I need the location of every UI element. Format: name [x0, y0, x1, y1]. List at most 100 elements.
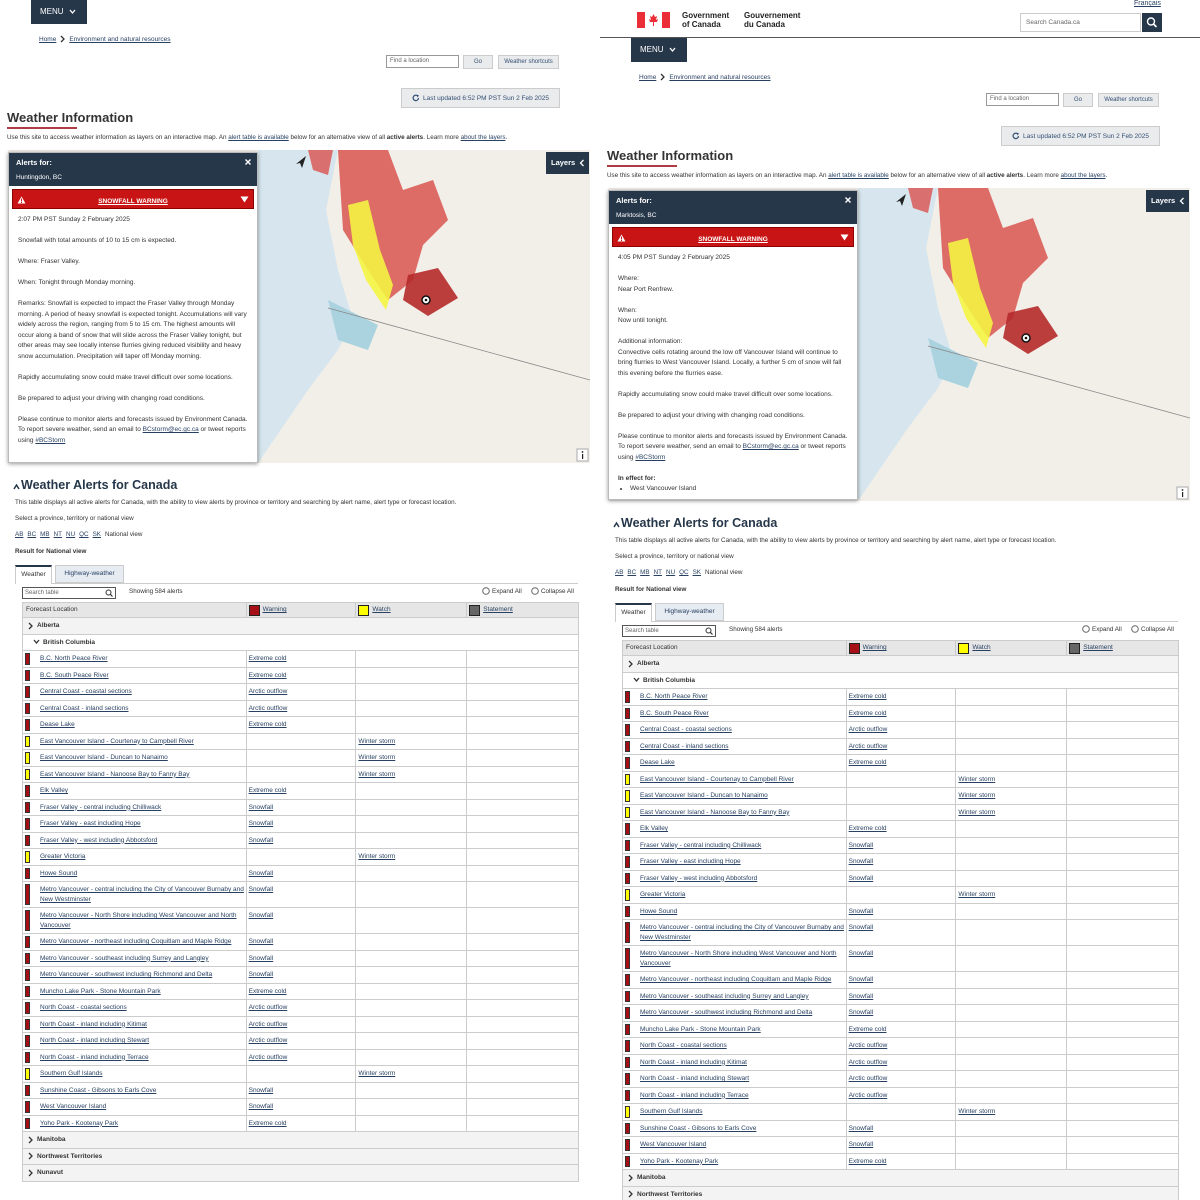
link[interactable]: NU: [66, 531, 76, 538]
last-updated-button[interactable]: Last updated 6:52 PM PST Sun 2 Feb 2025: [401, 88, 560, 108]
link[interactable]: Muncho Lake Park - Stone Mountain Park: [40, 987, 161, 995]
link[interactable]: Snowfall: [248, 1086, 274, 1094]
link[interactable]: Statement: [483, 606, 513, 613]
go-button[interactable]: Go: [463, 55, 493, 69]
link[interactable]: Winter storm: [358, 1070, 396, 1077]
tab-weather[interactable]: Weather: [15, 565, 52, 584]
link[interactable]: about the layers: [1060, 172, 1106, 179]
table-search[interactable]: Search table: [22, 587, 116, 599]
link[interactable]: Central Coast - coastal sections: [640, 726, 732, 733]
link[interactable]: East Vancouver Island - Nanoose Bay to F…: [40, 770, 190, 778]
link[interactable]: Central Coast - inland sections: [640, 742, 729, 750]
group-row[interactable]: Nunavut: [23, 1165, 578, 1182]
link[interactable]: BCstorm@ec.gc.ca: [742, 443, 799, 450]
link[interactable]: Arctic outflow: [848, 1042, 888, 1049]
link[interactable]: Muncho Lake Park - Stone Mountain Park: [640, 1025, 761, 1033]
link[interactable]: Elk Valley: [40, 787, 69, 794]
link[interactable]: Snowfall: [248, 803, 274, 811]
link[interactable]: B.C. South Peace River: [640, 709, 709, 717]
expand-all[interactable]: Expand All: [482, 587, 522, 595]
link[interactable]: Metro Vancouver - central including the …: [640, 924, 844, 941]
link[interactable]: North Coast - inland including Terrace: [640, 1091, 749, 1099]
link[interactable]: Environment and natural resources: [69, 35, 171, 43]
link[interactable]: Snowfall: [848, 1141, 874, 1148]
link[interactable]: Metro Vancouver - North Shore including …: [640, 950, 837, 967]
link[interactable]: Statement: [1083, 644, 1113, 651]
link[interactable]: Extreme cold: [248, 1119, 287, 1127]
link[interactable]: Metro Vancouver - southwest including Ri…: [40, 971, 213, 978]
tab-weather[interactable]: Weather: [615, 603, 652, 622]
layers-button[interactable]: Layers: [1146, 190, 1189, 212]
link[interactable]: Arctic outflow: [848, 1058, 888, 1066]
link[interactable]: North Coast - coastal sections: [640, 1042, 727, 1049]
link[interactable]: Metro Vancouver - central including the …: [40, 886, 244, 903]
menu-button[interactable]: MENU: [31, 0, 87, 24]
group-row[interactable]: Manitoba: [23, 1132, 578, 1149]
link[interactable]: Arctic outflow: [248, 1053, 288, 1061]
link[interactable]: alert table is available: [828, 172, 889, 179]
link[interactable]: Extreme cold: [248, 671, 287, 679]
link[interactable]: Snowfall: [248, 836, 274, 844]
link[interactable]: Snowfall: [848, 874, 874, 882]
link[interactable]: Fraser Valley - west including Abbotsfor…: [40, 836, 158, 844]
link[interactable]: Extreme cold: [848, 709, 887, 717]
link[interactable]: North Coast - inland including Kitimat: [40, 1020, 147, 1028]
link[interactable]: Extreme cold: [848, 1157, 887, 1165]
link[interactable]: Arctic outflow: [848, 1091, 888, 1099]
link[interactable]: QC: [79, 531, 89, 538]
table-search[interactable]: Search table: [622, 625, 716, 637]
link[interactable]: West Vancouver Island: [640, 1141, 707, 1148]
link[interactable]: B.C. South Peace River: [40, 671, 109, 679]
link[interactable]: AB: [15, 531, 24, 538]
link[interactable]: Southern Gulf Islands: [40, 1070, 103, 1077]
link[interactable]: Fraser Valley - east including Hope: [640, 858, 741, 865]
last-updated-button[interactable]: Last updated 6:52 PM PST Sun 2 Feb 2025: [1001, 126, 1160, 146]
warning-bar[interactable]: SNOWFALL WARNING: [612, 227, 854, 247]
link[interactable]: North Coast - inland including Stewart: [40, 1037, 150, 1044]
link[interactable]: Winter storm: [358, 853, 396, 860]
link[interactable]: Metro Vancouver - northeast including Co…: [640, 976, 832, 983]
shortcuts-button[interactable]: Weather shortcuts: [1098, 93, 1159, 107]
link[interactable]: NT: [53, 531, 63, 538]
link[interactable]: Snowfall: [848, 907, 874, 915]
link[interactable]: BC: [27, 531, 37, 538]
tab-highway[interactable]: Highway-weather: [655, 603, 724, 621]
link[interactable]: Fraser Valley - central including Chilli…: [40, 803, 162, 811]
link[interactable]: Arctic outflow: [248, 1037, 288, 1044]
link[interactable]: East Vancouver Island - Nanoose Bay to F…: [640, 808, 790, 816]
link[interactable]: Arctic outflow: [848, 742, 888, 750]
link[interactable]: Extreme cold: [848, 825, 887, 832]
link[interactable]: Arctic outflow: [248, 1020, 288, 1028]
link[interactable]: Arctic outflow: [848, 726, 888, 733]
link[interactable]: East Vancouver Island - Courtenay to Cam…: [640, 775, 794, 783]
link[interactable]: Arctic outflow: [248, 704, 288, 712]
link[interactable]: North Coast - inland including Terrace: [40, 1053, 149, 1061]
link[interactable]: Home: [39, 35, 57, 43]
link[interactable]: AB: [615, 569, 624, 576]
link[interactable]: Snowfall: [848, 1009, 874, 1016]
link[interactable]: QC: [679, 569, 689, 576]
site-search-button[interactable]: [1142, 13, 1162, 32]
link[interactable]: Central Coast - coastal sections: [40, 688, 132, 695]
link[interactable]: Snowfall: [848, 858, 874, 865]
link[interactable]: MB: [640, 569, 650, 576]
link[interactable]: alert table is available: [228, 134, 289, 141]
link[interactable]: Snowfall: [248, 938, 274, 945]
link[interactable]: Watch: [972, 644, 991, 651]
link[interactable]: Sunshine Coast - Gibsons to Earls Cove: [640, 1124, 757, 1132]
collapse-all[interactable]: Collapse All: [1131, 625, 1174, 633]
link[interactable]: Extreme cold: [248, 721, 287, 728]
link[interactable]: Arctic outflow: [248, 1004, 288, 1011]
link[interactable]: Snowfall: [248, 912, 274, 919]
link[interactable]: Winter storm: [958, 1108, 996, 1115]
link[interactable]: Winter storm: [958, 775, 996, 783]
link[interactable]: Yoho Park - Kootenay Park: [640, 1157, 719, 1165]
link[interactable]: Extreme cold: [848, 693, 887, 700]
link[interactable]: Metro Vancouver - southeast including Su…: [40, 954, 209, 962]
link[interactable]: Winter storm: [958, 808, 996, 816]
tab-highway[interactable]: Highway-weather: [55, 565, 124, 583]
link[interactable]: Snowfall: [848, 976, 874, 983]
link[interactable]: North Coast - inland including Kitimat: [640, 1058, 747, 1066]
link[interactable]: Snowfall: [248, 869, 274, 877]
collapse-all[interactable]: Collapse All: [531, 587, 574, 595]
